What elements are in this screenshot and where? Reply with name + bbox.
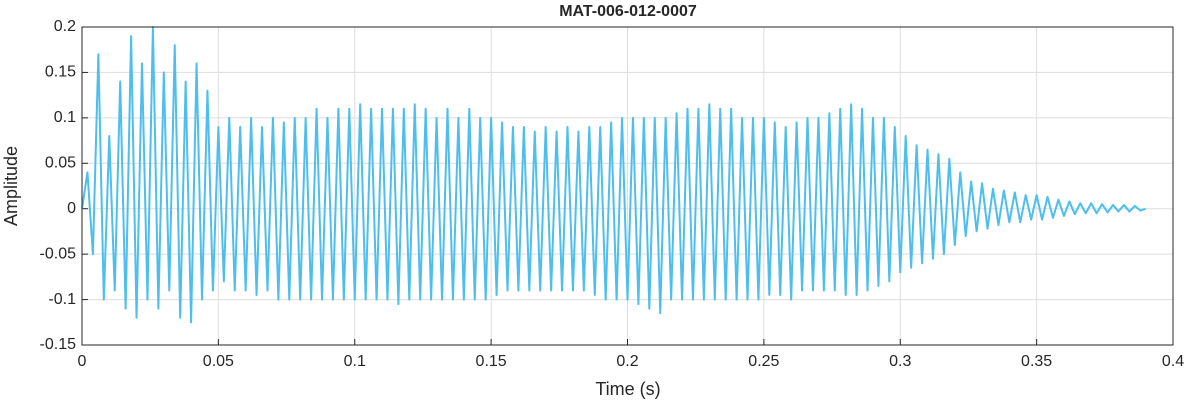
chart-title: MAT-006-012-0007 xyxy=(559,3,697,20)
y-axis-label: Amplitude xyxy=(1,146,21,226)
x-tick-label: 0.35 xyxy=(1021,353,1052,370)
x-tick-label: 0.15 xyxy=(476,353,507,370)
y-tick-label: 0.2 xyxy=(54,18,76,35)
y-tick-label: -0.15 xyxy=(40,336,77,353)
y-tick-label: -0.1 xyxy=(48,291,76,308)
y-tick-label: 0.05 xyxy=(45,155,76,172)
x-tick-label: 0.05 xyxy=(203,353,234,370)
x-tick-label: 0.25 xyxy=(748,353,779,370)
y-tick-label: 0.1 xyxy=(54,109,76,126)
x-tick-label: 0.4 xyxy=(1162,353,1184,370)
x-tick-label: 0.3 xyxy=(889,353,911,370)
x-axis-label: Time (s) xyxy=(595,379,660,399)
y-tick-label: -0.05 xyxy=(40,245,77,262)
y-tick-label: 0.15 xyxy=(45,64,76,81)
x-tick-label: 0.2 xyxy=(616,353,638,370)
x-tick-label: 0.1 xyxy=(344,353,366,370)
waveform-line xyxy=(81,26,1147,324)
y-tick-label: 0 xyxy=(67,200,76,217)
x-tick-label: 0 xyxy=(78,353,87,370)
axes-box xyxy=(81,26,1174,346)
